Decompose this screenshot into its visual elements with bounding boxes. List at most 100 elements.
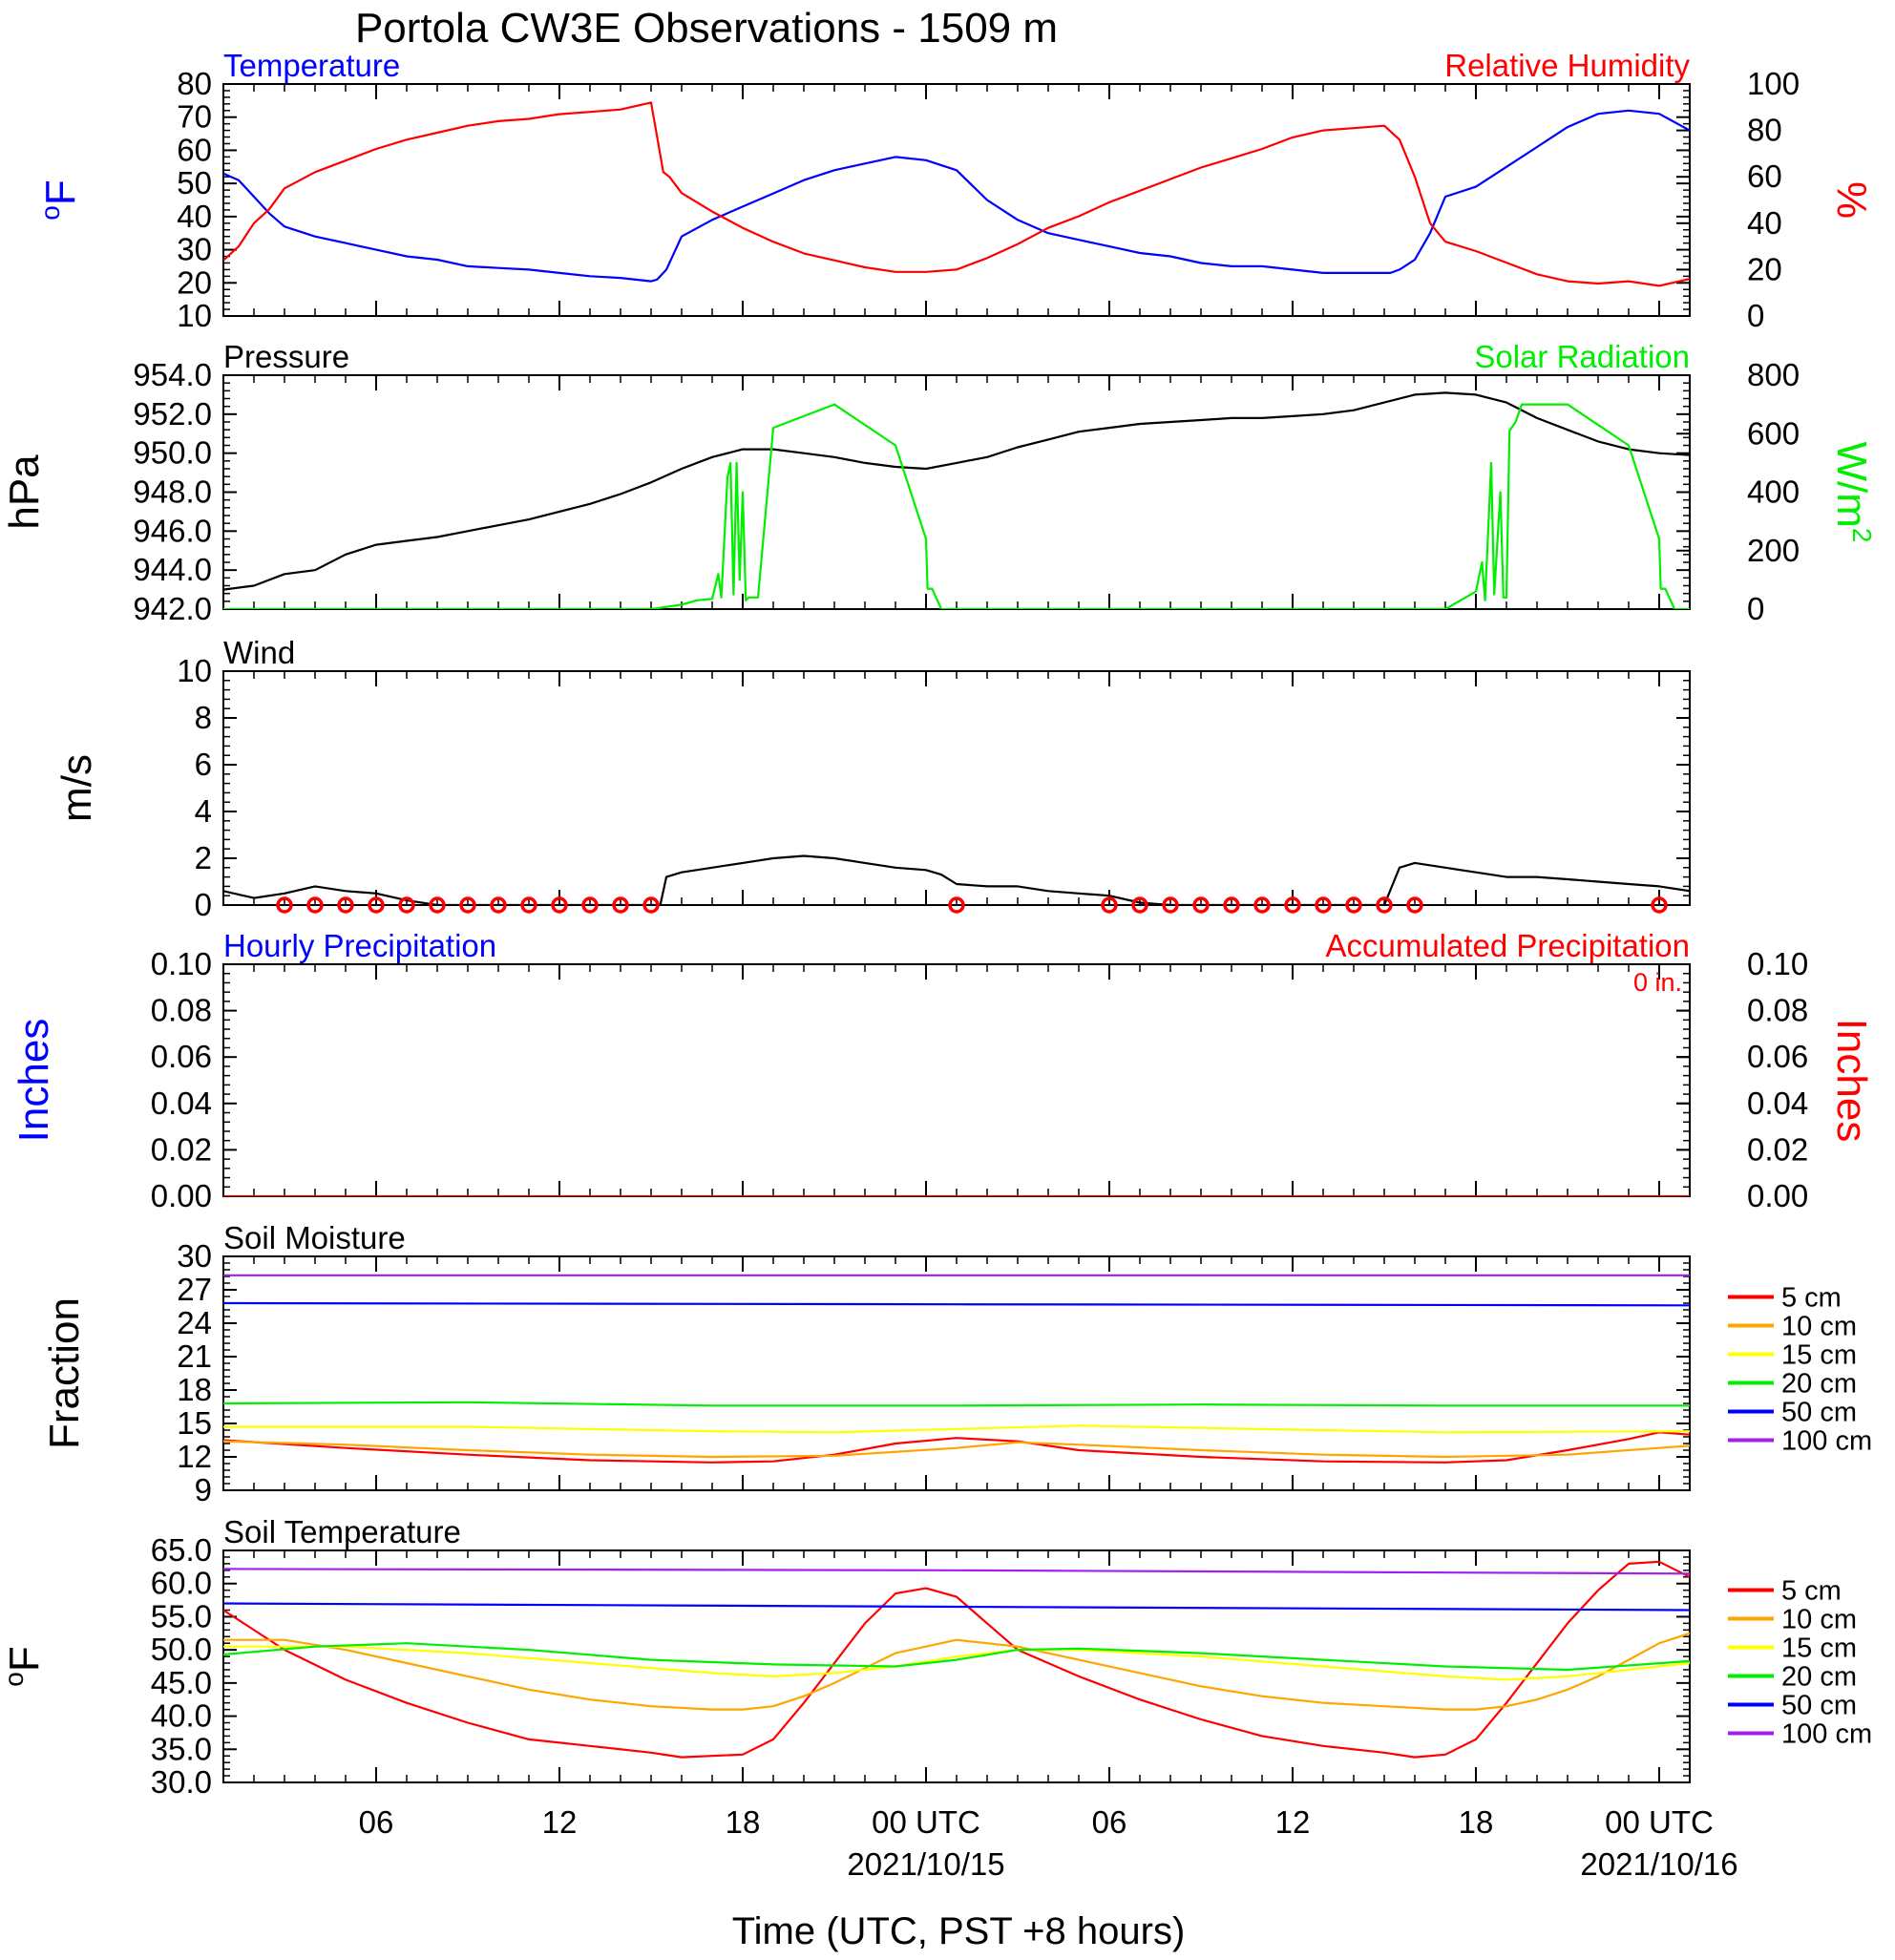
superscript: 2: [1847, 528, 1877, 543]
panel-3-ylabel-right: Inches: [1828, 1019, 1875, 1143]
x-axis: 06 12 18 00 UTC 2021/10/15 06 12 18 00 UTC 2021/1…: [359, 1804, 1738, 1882]
y-tick-label-right: 0.06: [1747, 1039, 1808, 1074]
panel-0-ylabel-left: oF: [35, 179, 84, 220]
panel-1-series-0: [223, 391, 1690, 591]
y-tick-label-left: 0.10: [151, 946, 212, 981]
y-tick-label-right: 60: [1747, 158, 1782, 194]
wind-barb-calm: [1192, 896, 1210, 914]
wind-barb-calm: [429, 896, 446, 914]
y-tick-label-left: 30.0: [151, 1764, 212, 1800]
y-tick-label-left: 80: [177, 66, 212, 101]
wind-barb-calm: [551, 896, 568, 914]
panel-3-frame: [222, 963, 1691, 1197]
wind-barb-calm: [1376, 896, 1393, 914]
x-tick-label: 00 UTC: [872, 1804, 980, 1840]
legend-label: 20 cm: [1781, 1369, 1857, 1400]
panel-0-series-1: [223, 101, 1690, 287]
y-tick-label-left: 2: [195, 840, 212, 875]
panel-5-series-3: [223, 1642, 1690, 1672]
x-tick-date: 2021/10/15: [847, 1846, 1004, 1882]
panel-5: 30.035.040.045.050.055.060.065.0 Soil Tem…: [0, 1514, 1872, 1800]
wind-barb-calm: [490, 896, 507, 914]
y-tick-label-left: 6: [195, 747, 212, 782]
y-tick-label-left: 950.0: [133, 435, 212, 471]
y-tick-label-right: 0.00: [1747, 1178, 1808, 1213]
panel-5-series-0: [223, 1560, 1690, 1759]
y-tick-label-left: 55.0: [151, 1598, 212, 1633]
wind-barb-calm: [581, 896, 599, 914]
panel-3-label-right: Accumulated Precipitation: [1325, 928, 1690, 963]
panel-1-label-right: Solar Radiation: [1474, 339, 1690, 374]
y-tick-label-right: 80: [1747, 113, 1782, 148]
legend-label: 5 cm: [1781, 1283, 1842, 1314]
legend-label: 15 cm: [1781, 1340, 1857, 1371]
wind-barb-calm: [520, 896, 537, 914]
panel-0-label-right: Relative Humidity: [1444, 48, 1690, 83]
panel-1-frame: [222, 374, 1691, 610]
y-tick-label-left: 0.06: [151, 1039, 212, 1074]
wind-barb-calm: [1253, 896, 1271, 914]
y-tick-label-right: 100: [1747, 66, 1800, 101]
panel-4-series-0: [223, 1431, 1690, 1464]
wind-barb-calm: [368, 896, 385, 914]
panel-2-label-left: Wind: [223, 635, 295, 670]
y-tick-label-left: 0.04: [151, 1085, 212, 1121]
x-tick-label: 18: [726, 1804, 761, 1840]
x-tick-label: 12: [542, 1804, 578, 1840]
y-tick-label-left: 0.08: [151, 993, 212, 1028]
panel-3-ylabel-left-text: Inches: [11, 1019, 57, 1143]
y-tick-label-left: 0: [195, 887, 212, 922]
y-tick-label-left: 50.0: [151, 1632, 212, 1667]
legend-label: 10 cm: [1781, 1605, 1857, 1635]
y-tick-label-left: 60: [177, 132, 212, 167]
x-tick-label: 12: [1275, 1804, 1311, 1840]
panel-1-ylabel-left: hPa: [1, 454, 48, 530]
y-tick-label-left: 40: [177, 199, 212, 234]
y-tick-label-left: 27: [177, 1272, 212, 1307]
y-tick-label-left: 4: [195, 793, 212, 829]
y-tick-label-left: 0.02: [151, 1131, 212, 1167]
panel-4-ylabel-left: Fraction: [41, 1297, 88, 1449]
unit: F: [1, 1646, 48, 1672]
x-tick-label: 18: [1459, 1804, 1494, 1840]
panel-5-label-left: Soil Temperature: [223, 1514, 461, 1549]
panel-1-ylabel-left-text: hPa: [1, 454, 48, 530]
y-tick-label-left: 30: [177, 1238, 212, 1274]
y-tick-label-left: 70: [177, 99, 212, 135]
panel-3-ylabel-left: Inches: [11, 1019, 57, 1143]
wind-barb-calm: [642, 896, 660, 914]
y-tick-label-right: 0: [1747, 298, 1764, 333]
panel-3-ylabel-right-text: Inches: [1828, 1019, 1875, 1143]
panel-0-series-0: [223, 109, 1690, 283]
panel-2-ylabel-left: m/s: [53, 754, 100, 822]
wind-barb-calm: [1131, 896, 1148, 914]
x-axis-title: Time (UTC, PST +8 hours): [732, 1910, 1186, 1952]
y-tick-label-left: 60.0: [151, 1566, 212, 1601]
y-tick-label-left: 12: [177, 1439, 212, 1474]
panel-0-ylabel-right: %: [1828, 181, 1875, 219]
y-tick-label-left: 18: [177, 1372, 212, 1407]
y-tick-label-left: 944.0: [133, 552, 212, 587]
legend-label: 50 cm: [1781, 1691, 1857, 1721]
panel-3-label-left: Hourly Precipitation: [223, 928, 496, 963]
panel-2: 0 2 4 6 8 10 Wind m/s: [53, 635, 1691, 922]
legend-label: 100 cm: [1781, 1719, 1872, 1750]
y-tick-label-right: 0: [1747, 591, 1764, 626]
y-tick-label-left: 942.0: [133, 591, 212, 626]
y-tick-label-left: 50: [177, 165, 212, 200]
x-tick-label: 06: [1092, 1804, 1127, 1840]
panel-0-ylabel-left-text: oF: [35, 179, 84, 220]
legend-label: 50 cm: [1781, 1398, 1857, 1428]
panel-1-label-left: Pressure: [223, 339, 349, 374]
y-tick-label-left: 20: [177, 264, 212, 300]
panel-1-series-1: [223, 403, 1690, 609]
legend-label: 5 cm: [1781, 1576, 1842, 1607]
y-tick-label-right: 0.10: [1747, 946, 1808, 981]
panel-4-series-4: [223, 1301, 1690, 1307]
superscript: o: [0, 1672, 29, 1687]
x-tick-date: 2021/10/16: [1580, 1846, 1737, 1882]
panel-0-label-left: Temperature: [223, 48, 400, 83]
